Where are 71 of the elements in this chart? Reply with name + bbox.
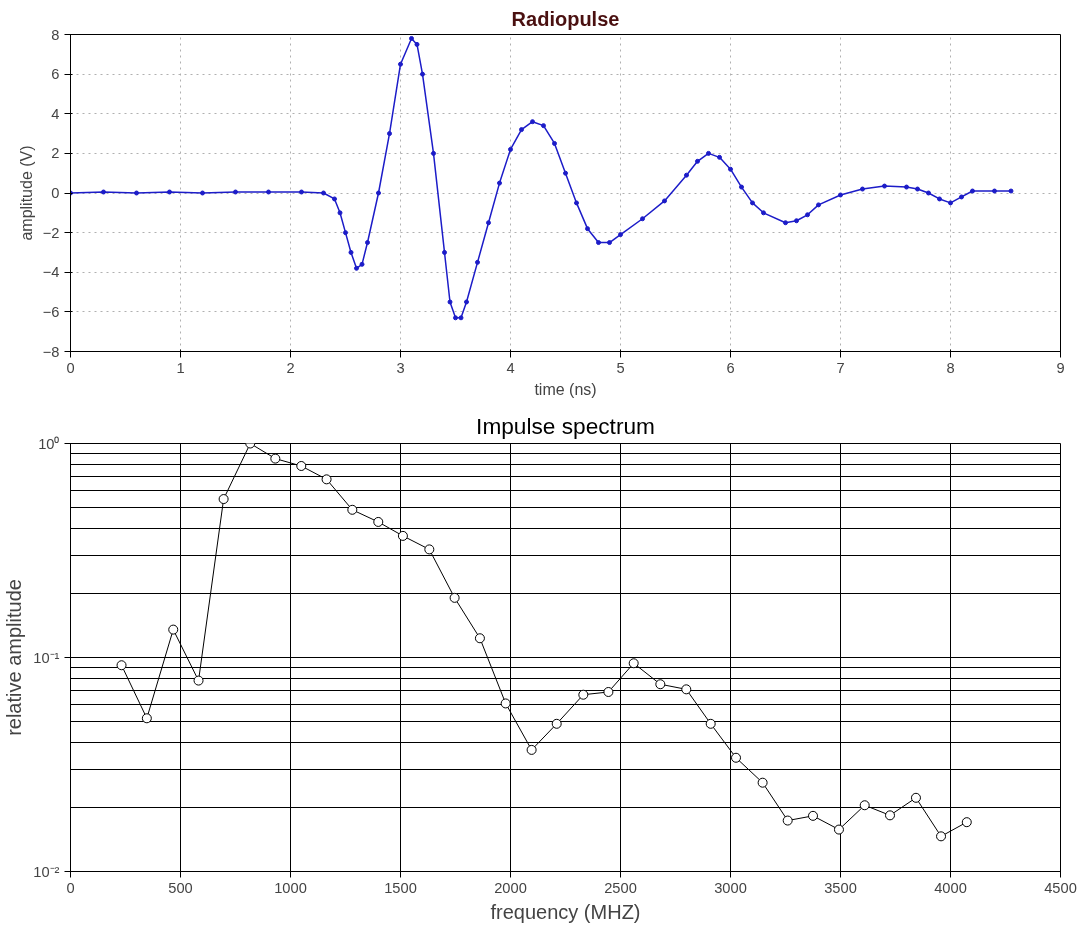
y-tick-label: 6 bbox=[51, 66, 60, 83]
x-tick-label: 2 bbox=[286, 359, 295, 376]
x-tick-label: 3500 bbox=[824, 879, 857, 896]
point bbox=[474, 633, 485, 644]
x-tick-label: 3 bbox=[396, 359, 405, 376]
y-tick-label: 10⁻² bbox=[33, 863, 60, 880]
point bbox=[833, 824, 844, 835]
y-tick-label: −4 bbox=[42, 264, 60, 281]
x-tick-label: 1500 bbox=[384, 879, 417, 896]
point bbox=[270, 453, 281, 464]
point bbox=[885, 810, 895, 821]
point bbox=[373, 516, 384, 527]
x-tick-label: 1 bbox=[176, 359, 185, 376]
point bbox=[218, 494, 229, 505]
point bbox=[681, 684, 692, 695]
x-axis-title: time (ns) bbox=[534, 380, 597, 398]
point bbox=[705, 718, 716, 729]
point bbox=[526, 744, 537, 755]
point bbox=[116, 660, 127, 671]
point bbox=[500, 698, 511, 709]
x-tick-label: 0 bbox=[66, 359, 75, 376]
point bbox=[397, 530, 408, 541]
point bbox=[193, 675, 204, 686]
x-tick-label: 4 bbox=[506, 359, 515, 376]
x-tick-label: 4000 bbox=[934, 879, 967, 896]
x-tick-label: 4500 bbox=[1044, 879, 1077, 896]
point bbox=[628, 658, 639, 669]
point bbox=[910, 792, 921, 803]
point bbox=[347, 504, 358, 515]
point bbox=[731, 752, 741, 763]
y-tick-label: 4 bbox=[51, 105, 60, 122]
point bbox=[655, 679, 666, 690]
point bbox=[141, 713, 152, 724]
x-tick-label: 6 bbox=[726, 359, 735, 376]
point bbox=[961, 817, 972, 828]
x-tick-label: 2000 bbox=[494, 879, 527, 896]
x-tick-label: 8 bbox=[946, 359, 955, 376]
chart-title: Impulse spectrum bbox=[476, 412, 655, 439]
y-tick-label: 8 bbox=[51, 26, 60, 43]
point bbox=[168, 624, 179, 635]
x-tick-label: 0 bbox=[66, 879, 75, 896]
point bbox=[551, 718, 562, 729]
x-tick-label: 9 bbox=[1056, 359, 1065, 376]
point bbox=[578, 689, 589, 700]
x-tick-label: 7 bbox=[836, 359, 845, 376]
y-tick-label: −2 bbox=[42, 224, 60, 241]
x-tick-label: 1000 bbox=[274, 879, 307, 896]
point bbox=[936, 831, 947, 842]
y-axis-title: amplitude (V) bbox=[17, 145, 35, 241]
x-tick-label: 3000 bbox=[714, 879, 747, 896]
y-tick-label: 10⁰ bbox=[38, 435, 60, 452]
y-tick-label: −8 bbox=[42, 343, 60, 360]
point bbox=[321, 474, 332, 485]
point bbox=[859, 800, 870, 811]
point bbox=[808, 810, 818, 821]
point bbox=[782, 815, 793, 826]
y-tick-label: 2 bbox=[51, 145, 60, 162]
y-tick-label: 0 bbox=[51, 185, 60, 201]
x-tick-label: 2500 bbox=[604, 879, 637, 896]
x-axis-title: frequency (MHZ) bbox=[490, 900, 641, 923]
y-tick-label: 10⁻¹ bbox=[33, 649, 60, 666]
point bbox=[603, 687, 614, 697]
point bbox=[757, 777, 768, 788]
x-tick-label: 5 bbox=[616, 359, 625, 376]
x-tick-label: 500 bbox=[168, 879, 193, 896]
y-axis-title: relative amplitude bbox=[3, 579, 26, 736]
point bbox=[424, 544, 435, 555]
chart-title: Radiopulse bbox=[511, 7, 620, 30]
y-tick-label: −6 bbox=[42, 303, 60, 320]
point bbox=[296, 461, 307, 471]
point bbox=[449, 592, 460, 603]
